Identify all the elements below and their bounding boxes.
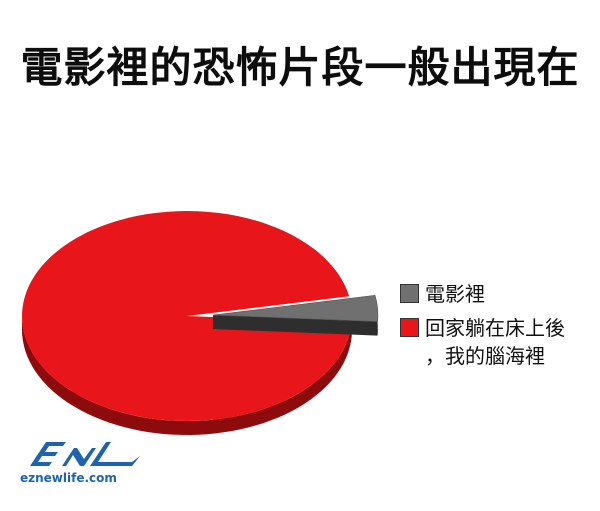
pie-slice-movie xyxy=(212,294,379,322)
chart-title: 電影裡的恐怖片段一般出現在 xyxy=(20,43,580,92)
legend-swatch-movie xyxy=(400,284,419,303)
legend-label-movie: 電影裡 xyxy=(425,282,485,306)
logo-url-text: eznewlife.com xyxy=(20,471,117,485)
pie-slice-mind xyxy=(22,210,352,421)
legend-swatch-mind xyxy=(400,318,419,337)
legend-label-mind-line2: ，我的腦海裡 xyxy=(425,344,545,368)
legend-item-movie: 電影裡 xyxy=(400,280,590,308)
legend-label-mind-line1: 回家躺在床上後 xyxy=(425,316,565,340)
legend-item-mind: 回家躺在床上後 ，我的腦海裡 xyxy=(400,314,590,370)
eznewlife-logo-icon xyxy=(30,442,140,466)
chart-legend: 電影裡 回家躺在床上後 ，我的腦海裡 xyxy=(400,280,590,376)
legend-label-mind: 回家躺在床上後 ，我的腦海裡 xyxy=(425,314,565,370)
